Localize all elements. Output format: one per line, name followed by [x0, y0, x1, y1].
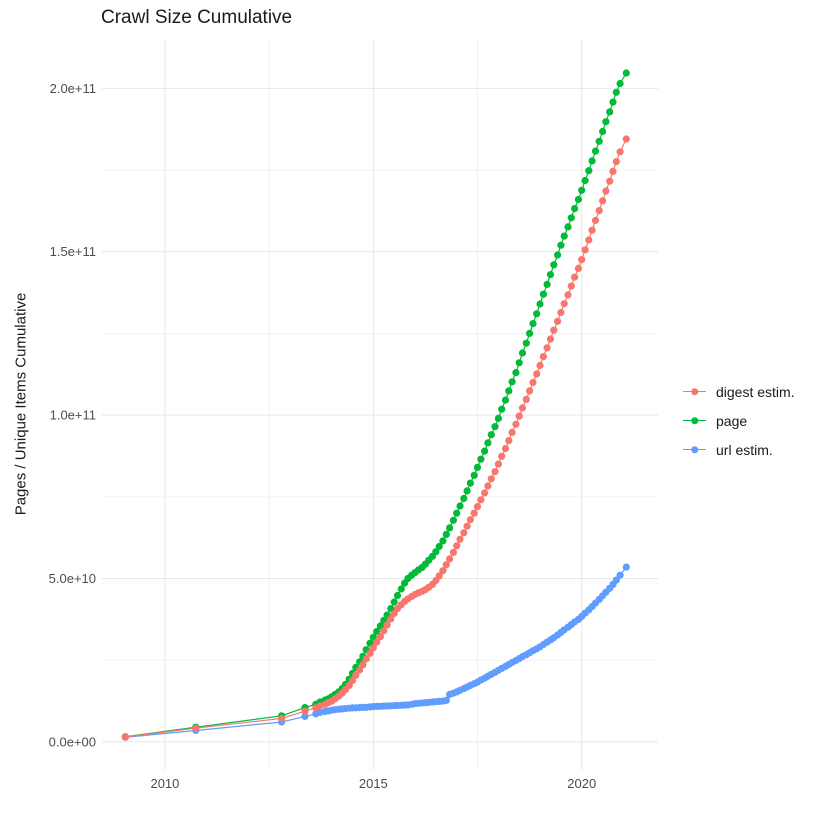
y-axis-tick-label: 5.0e+10 [49, 571, 96, 586]
x-axis-tick-label: 2010 [150, 776, 179, 791]
x-axis-tick-labels: 2010 2015 2020 [150, 776, 596, 791]
y-axis-tick-label: 1.5e+11 [50, 244, 96, 259]
y-axis-tick-label: 0.0e+00 [49, 734, 96, 749]
y-axis-title: Pages / Unique Items Cumulative [12, 292, 30, 516]
legend-key-url-icon [683, 445, 706, 455]
series-digest-estim- [121, 135, 630, 741]
legend-label-digest: digest estim. [716, 383, 795, 400]
series-url-estim- [121, 563, 630, 741]
y-axis-tick-labels: 0.0e+00 5.0e+10 1.0e+11 1.5e+11 2.0e+11 [49, 81, 96, 750]
series-page [121, 69, 630, 741]
legend-dot-icon [690, 445, 699, 454]
y-axis-tick-label: 1.0e+11 [50, 408, 96, 423]
legend-key-digest-icon [683, 387, 706, 397]
legend-dot-icon [690, 387, 699, 396]
legend-key-page-icon [683, 416, 706, 426]
legend-dot-icon [690, 416, 699, 425]
x-axis-tick-label: 2020 [567, 776, 596, 791]
legend-item-digest: digest estim. [683, 377, 795, 406]
legend: digest estim. page url estim. [683, 377, 795, 464]
legend-item-url: url estim. [683, 435, 795, 464]
y-axis-tick-label: 2.0e+11 [50, 81, 96, 96]
legend-label-page: page [716, 412, 748, 429]
legend-item-page: page [683, 406, 795, 435]
grid-minor [102, 40, 658, 770]
x-axis-tick-label: 2015 [359, 776, 388, 791]
grid-major [102, 40, 658, 770]
chart-title: Crawl Size Cumulative [101, 7, 293, 28]
legend-label-url: url estim. [716, 441, 773, 458]
